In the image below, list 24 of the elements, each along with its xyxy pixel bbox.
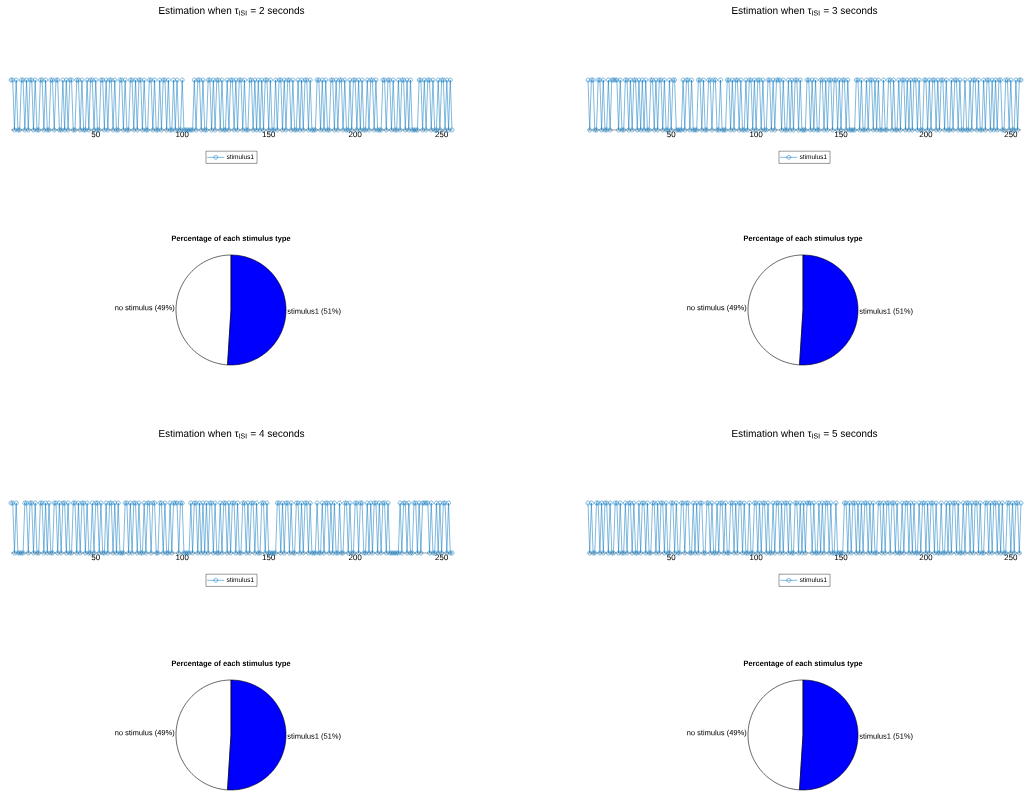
x-tick-label: 150 xyxy=(262,131,276,138)
x-tick-label: 50 xyxy=(667,554,676,561)
x-tick-label: 150 xyxy=(262,554,276,561)
chart-title: Estimation when τ$_{ISI}$ = 4 seconds xyxy=(159,429,305,439)
x-tick-label: 250 xyxy=(1004,554,1018,561)
x-tick-label: 100 xyxy=(750,554,763,561)
x-tick-label: 50 xyxy=(667,131,676,138)
x-tick-label: 100 xyxy=(176,131,189,138)
chart-title: Estimation when τ$_{ISI}$ = 3 seconds xyxy=(732,6,878,16)
x-tick-label: 200 xyxy=(348,554,362,561)
x-tick-label: 50 xyxy=(91,131,100,138)
x-tick-label: 250 xyxy=(1004,131,1018,138)
x-tick-label: 200 xyxy=(348,131,362,138)
x-tick-label: 100 xyxy=(750,131,763,138)
chart-title: Estimation when τ$_{ISI}$ = 5 seconds xyxy=(732,429,878,439)
chart-title: Estimation when τ$_{ISI}$ = 2 seconds xyxy=(159,6,305,16)
x-tick-label: 200 xyxy=(919,131,933,138)
x-tick-label: 50 xyxy=(91,554,100,561)
x-tick-label: 250 xyxy=(435,131,448,138)
x-tick-label: 150 xyxy=(834,131,848,138)
x-tick-label: 200 xyxy=(919,554,933,561)
x-tick-label: 100 xyxy=(176,554,189,561)
x-tick-label: 250 xyxy=(435,554,448,561)
x-tick-label: 150 xyxy=(834,554,848,561)
